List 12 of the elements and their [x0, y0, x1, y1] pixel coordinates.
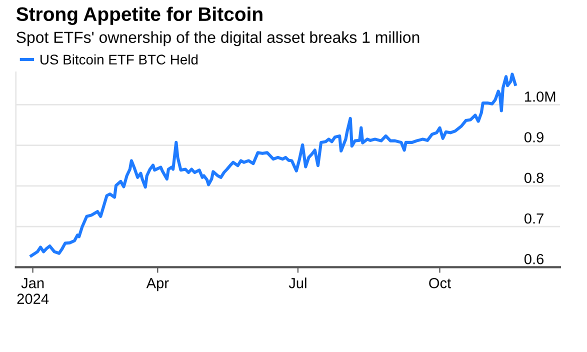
x-tick-label: Oct: [429, 278, 451, 288]
y-tick-label: 1.0M: [525, 91, 556, 102]
y-tick-label: 0.9: [524, 132, 544, 142]
chart-title: Strong Appetite for Bitcoin: [16, 6, 262, 25]
y-tick-label: 0.7: [524, 213, 544, 224]
x-tick-label: Jul: [288, 278, 306, 288]
y-tick-label: 0.8: [524, 172, 544, 184]
y-tick-label: 0.6: [524, 254, 544, 264]
x-tick-label: Jan 2024: [17, 278, 49, 304]
legend-label: US Bitcoin ETF BTC Held: [40, 54, 198, 65]
x-tick-label: Apr: [146, 278, 169, 292]
chart-subtitle: Spot ETFs' ownership of the digital asset breaks 1 million: [16, 31, 420, 46]
